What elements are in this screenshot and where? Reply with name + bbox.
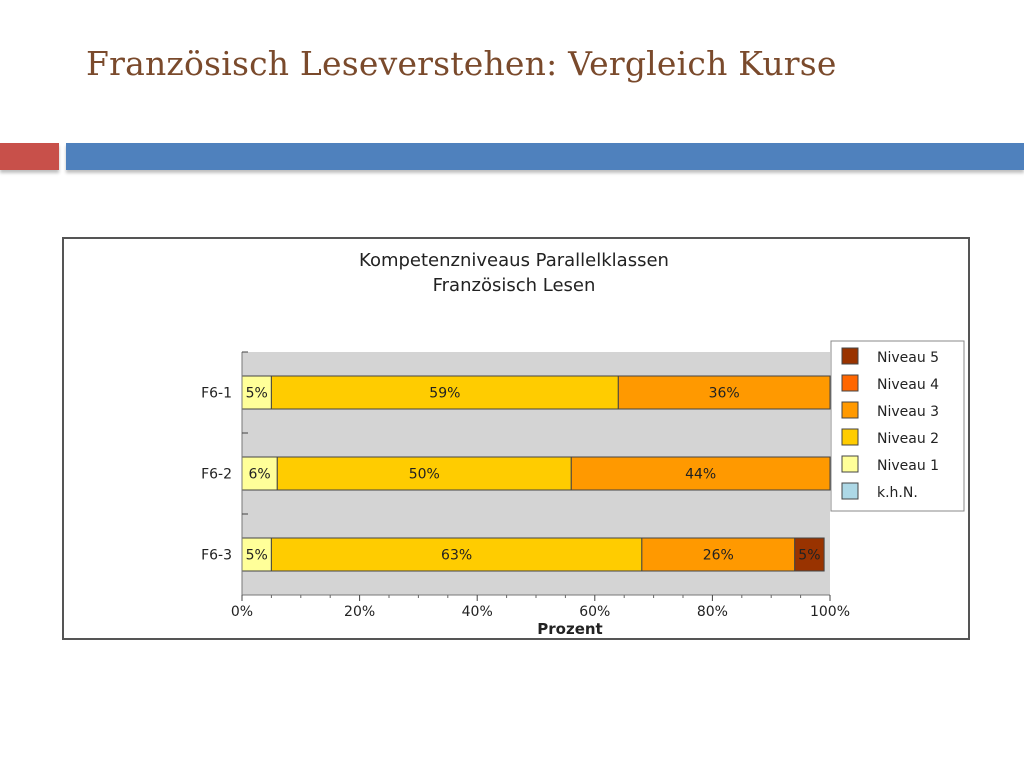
y-axis-ticks: F6-1 F6-2 F6-3 [201,351,248,564]
slide-title: Französisch Leseverstehen: Vergleich Kur… [86,44,837,83]
y-tick-label: F6-1 [201,386,232,402]
legend-swatch [841,482,859,500]
data-label: 59% [429,386,460,402]
bar-F6-2-niveau-2 [276,456,572,491]
legend-label: k.h.N. [877,485,918,501]
x-axis-label: Prozent [537,620,602,638]
data-label: 50% [409,467,440,483]
x-tick-label: 60% [579,604,610,620]
legend-label: Niveau 2 [877,431,939,447]
chart-frame: Kompetenzniveaus Parallelklassen Französ… [62,237,970,640]
data-label: 5% [246,548,268,564]
legend-swatch [841,455,859,473]
data-label: 36% [709,386,740,402]
bar-F6-2-niveau-3 [570,456,831,491]
bar-F6-3-niveau-5 [794,537,825,572]
bar-F6-3-niveau-2 [270,537,643,572]
x-tick-label: 100% [810,604,850,620]
data-label: 5% [798,548,820,564]
bar-F6-1-niveau-2 [270,375,619,410]
data-label: 26% [703,548,734,564]
legend-label: Niveau 1 [877,458,939,474]
bar-F6-1-niveau-3 [617,375,831,410]
accent-bar-blue [66,143,1024,170]
chart-subtitle: Französisch Lesen [433,275,596,296]
data-label: 6% [249,467,271,483]
legend: Niveau 5 Niveau 4 Niveau 3 Niveau 2 Niveau 1… [830,340,965,512]
stacked-bar-chart: Kompetenzniveaus Parallelklassen Französ… [201,250,965,638]
legend-swatch [841,374,859,392]
x-tick-label: 0% [231,604,253,620]
legend-swatch [841,401,859,419]
x-tick-label: 20% [344,604,375,620]
x-tick-label: 40% [462,604,493,620]
x-axis-ticks: 0% 20% 40% 60% 80% 100% [231,595,850,620]
bars-group: 5% 59% 36% 6% 50% 44% 5% 63% 26% 5% [241,375,831,572]
y-tick-label: F6-2 [201,467,232,483]
legend-swatch [841,428,859,446]
bar-F6-1-niveau-1 [241,375,272,410]
y-tick-label: F6-3 [201,548,232,564]
accent-bar-red [0,143,59,170]
data-label: 63% [441,548,472,564]
legend-label: Niveau 3 [877,404,939,420]
data-label: 44% [685,467,716,483]
legend-label: Niveau 4 [877,377,939,393]
legend-swatch [841,347,859,365]
chart-title: Kompetenzniveaus Parallelklassen [359,250,669,271]
bar-F6-3-niveau-3 [641,537,796,572]
bar-F6-2-niveau-1 [241,456,278,491]
x-tick-label: 80% [697,604,728,620]
legend-label: Niveau 5 [877,350,939,366]
data-label: 5% [246,386,268,402]
